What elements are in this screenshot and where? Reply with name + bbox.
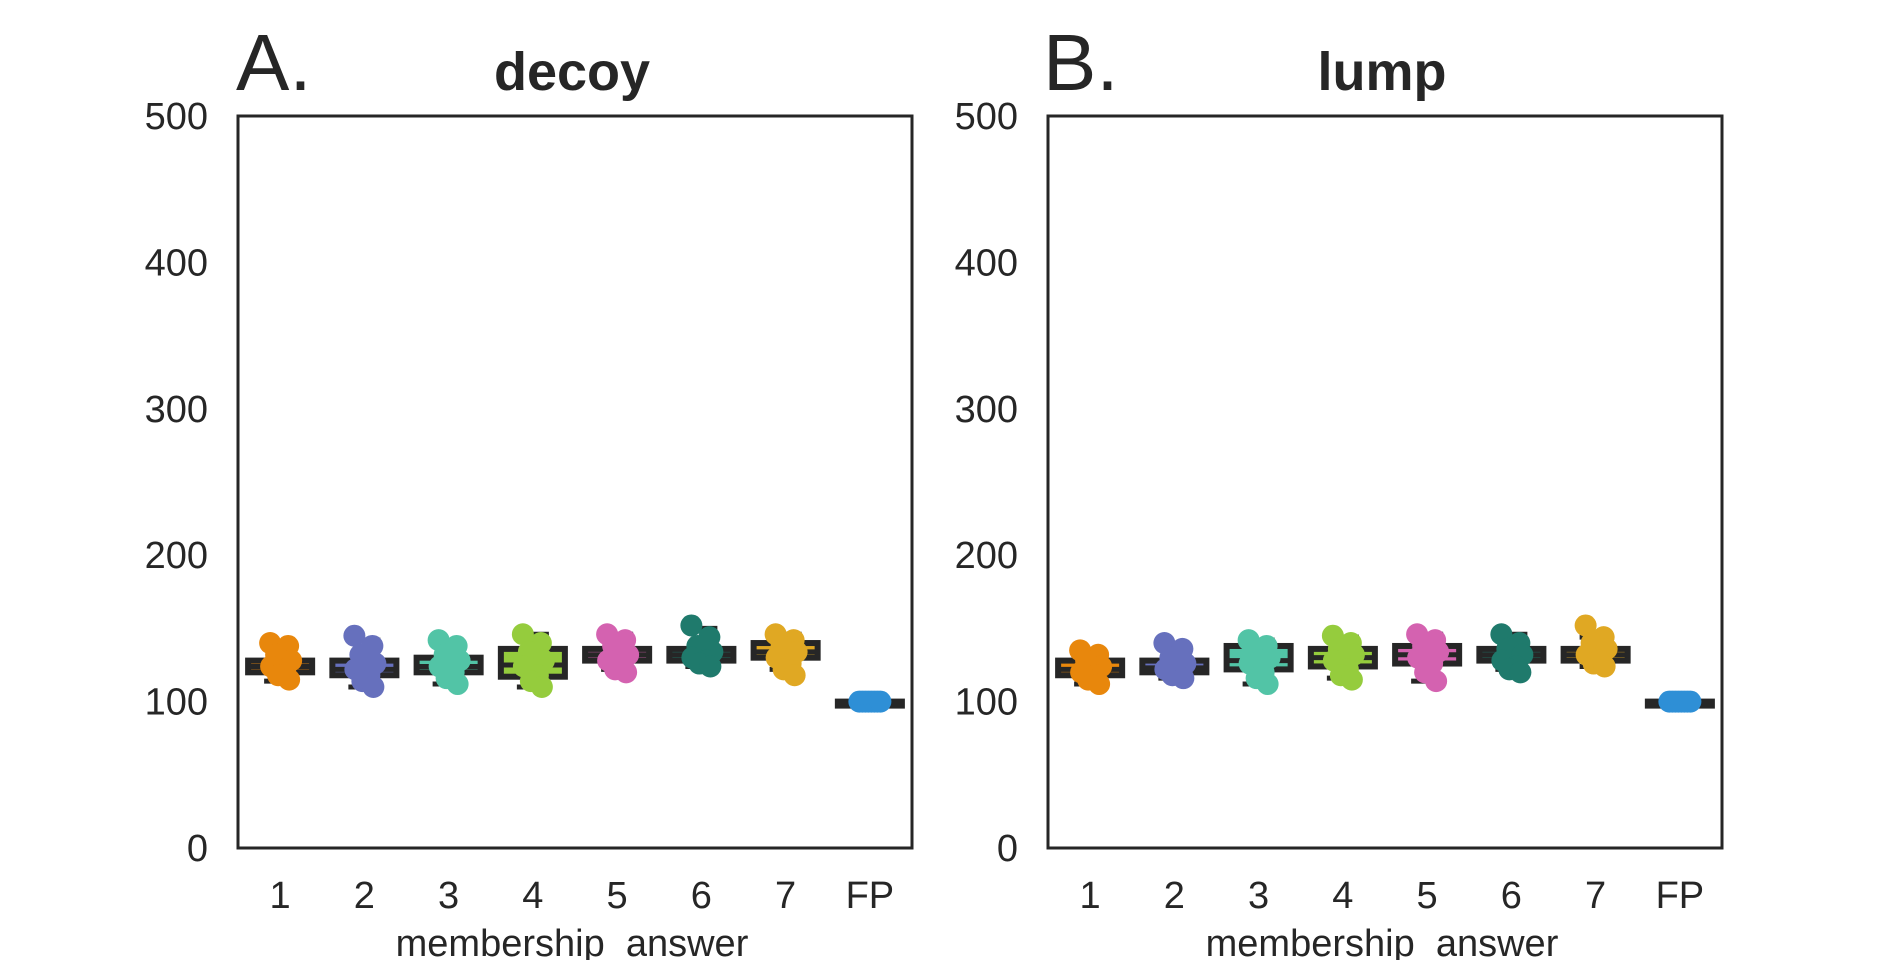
panel-a-point-4 [511, 623, 534, 646]
panel-a-x-tick-label: 3 [438, 875, 459, 917]
panel-a-y-tick-label: 400 [145, 242, 208, 284]
panel-a-y-tick-label: 500 [145, 96, 208, 138]
panel-a-point-FP [869, 690, 892, 713]
panel-b-x-tick-label: 5 [1417, 875, 1438, 917]
panel-a-point-6 [699, 655, 722, 678]
panel-b-x-tick-label: 7 [1585, 875, 1606, 917]
panel-b-x-tick-label: 2 [1164, 875, 1185, 917]
panel-b-axes-frame [1046, 114, 1724, 850]
panel-b-plot-area: 0 100 200 300 400 500 1 2 3 4 5 6 7 FP [955, 96, 1724, 917]
panel-b-title: lump [1318, 42, 1447, 102]
panel-a-axes-frame [236, 114, 914, 850]
panel-a-y-tick-label: 0 [187, 828, 208, 870]
panel-a-point-6 [680, 614, 703, 637]
panel-a-label: A. [236, 18, 312, 107]
panel-b-x-tick-label: 3 [1248, 875, 1269, 917]
panel-a-point-7 [783, 664, 806, 687]
panel-b-y-tick-label: 200 [955, 535, 1018, 577]
panel-a: A. decoy 0 100 200 300 400 500 1 2 3 4 5 6 7 FP membe… [145, 18, 914, 960]
panel-b-x-tick-label: 1 [1080, 875, 1101, 917]
panel-a-x-tick-label: 5 [607, 875, 628, 917]
panel-b-point-7 [1574, 614, 1597, 637]
panel-a-y-tick-label: 100 [145, 682, 208, 724]
panel-b-x-tick-label: FP [1656, 875, 1705, 917]
panel-a-point-4 [530, 675, 553, 698]
panel-b-point-5 [1425, 670, 1448, 693]
panel-b-y-tick-label: 0 [997, 828, 1018, 870]
panel-a-x-tick-label: 6 [691, 875, 712, 917]
panel-b-y-tick-label: 100 [955, 682, 1018, 724]
panel-b-point-1 [1088, 673, 1111, 696]
panel-b-x-axis-label: membership_answer [1206, 923, 1559, 960]
panel-b-point-3 [1256, 673, 1279, 696]
panel-b-x-tick-label: 4 [1332, 875, 1353, 917]
panel-a-point-5 [615, 661, 638, 684]
panel-a-plot-area: 0 100 200 300 400 500 1 2 3 4 5 6 7 FP [145, 96, 914, 917]
panel-a-x-tick-label: 1 [270, 875, 291, 917]
panel-b-x-tick-label: 6 [1501, 875, 1522, 917]
panel-a-title: decoy [494, 42, 650, 102]
panel-b-point-6 [1509, 661, 1532, 684]
panel-b-point-FP [1679, 690, 1702, 713]
panel-a-x-axis-label: membership_answer [396, 923, 749, 960]
panel-a-point-2 [343, 624, 366, 647]
panel-a-y-tick-label: 300 [145, 389, 208, 431]
panel-a-x-tick-label: 7 [775, 875, 796, 917]
panel-b-y-tick-label: 400 [955, 242, 1018, 284]
panel-a-point-2 [362, 675, 385, 698]
panel-a-y-tick-label: 200 [145, 535, 208, 577]
panel-b-label: B. [1043, 18, 1119, 107]
panel-a-point-1 [278, 668, 301, 691]
panel-a-point-3 [446, 673, 469, 696]
panel-b-point-4 [1340, 668, 1363, 691]
panel-a-x-tick-label: 2 [354, 875, 375, 917]
panel-b: B. lump 0 100 200 300 400 500 1 2 3 4 5 6 7 FP member… [955, 18, 1724, 960]
panel-b-point-2 [1172, 667, 1195, 690]
panel-a-x-tick-label: 4 [522, 875, 543, 917]
panel-b-y-tick-label: 300 [955, 389, 1018, 431]
panel-b-y-tick-label: 500 [955, 96, 1018, 138]
panel-b-point-7 [1593, 655, 1616, 678]
panel-a-x-tick-label: FP [846, 875, 895, 917]
